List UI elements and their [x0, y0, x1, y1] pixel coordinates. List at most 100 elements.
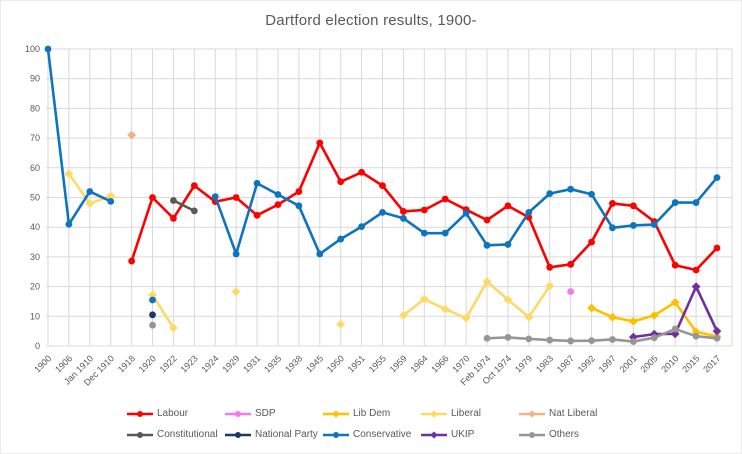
data-point — [44, 45, 52, 53]
x-tick-label: 1924 — [199, 353, 220, 374]
legend-label: Constitutional — [157, 429, 218, 440]
legend-label: Nat Liberal — [549, 408, 598, 419]
data-point — [504, 241, 512, 248]
data-point — [546, 336, 554, 344]
x-tick-label: 1992 — [576, 353, 597, 374]
data-point — [274, 201, 282, 209]
data-point — [440, 304, 450, 314]
series-conservative — [44, 45, 721, 304]
legend-item-nat-liberal: Nat Liberal — [518, 403, 616, 424]
data-point — [231, 287, 241, 297]
series-constitutional — [170, 197, 198, 215]
data-point — [149, 194, 156, 201]
data-point — [609, 200, 616, 207]
data-point — [691, 282, 701, 291]
data-point — [671, 199, 679, 206]
data-point — [149, 321, 156, 329]
data-point — [211, 198, 219, 206]
legend-marker-icon — [127, 431, 153, 438]
x-tick-label: Feb 1974 — [458, 353, 492, 387]
data-point — [64, 169, 74, 179]
data-point — [86, 188, 94, 195]
y-tick-label: 20 — [30, 282, 40, 292]
x-tick-label: 1966 — [429, 353, 450, 374]
data-point — [483, 216, 491, 224]
data-point — [524, 312, 534, 322]
data-point — [649, 311, 659, 320]
data-point — [628, 316, 638, 326]
series-sdp — [567, 288, 575, 296]
data-point — [337, 235, 345, 243]
legend-marker-icon — [225, 410, 251, 417]
data-point — [399, 311, 408, 320]
data-point — [127, 130, 137, 140]
legend-marker-icon — [421, 430, 447, 439]
legend-label: Liberal — [451, 408, 482, 419]
data-point — [670, 329, 680, 339]
y-tick-label: 50 — [30, 193, 40, 203]
legend-marker-icon — [127, 410, 153, 417]
data-point — [149, 311, 156, 319]
legend-label: SDP — [255, 408, 276, 419]
x-tick-label: 1935 — [262, 353, 283, 374]
x-tick-label: 2017 — [701, 353, 722, 374]
data-point — [525, 208, 533, 216]
x-tick-label: 1945 — [304, 353, 325, 374]
data-point — [609, 224, 616, 232]
data-point — [545, 281, 555, 291]
legend-item-sdp: SDP — [224, 403, 322, 424]
x-tick-label: Jan 1910 — [62, 353, 95, 386]
series-ukip — [628, 282, 722, 342]
x-tick-label: 2010 — [659, 353, 680, 374]
legend-marker-icon — [323, 409, 349, 418]
x-tick-label: Oct 1974 — [480, 353, 513, 386]
x-tick-label: 1955 — [367, 353, 388, 374]
data-point — [295, 202, 303, 210]
legend-marker-icon — [323, 431, 349, 438]
x-tick-label: 1979 — [513, 353, 534, 374]
x-tick-label: 1964 — [408, 353, 429, 374]
legend-item-ukip: UKIP — [420, 424, 518, 445]
series-others — [149, 321, 721, 345]
y-tick-label: 10 — [30, 311, 40, 321]
y-tick-label: 0 — [35, 341, 40, 351]
data-point — [232, 250, 240, 258]
data-point — [170, 197, 177, 204]
data-point — [628, 332, 638, 342]
data-point — [525, 335, 533, 343]
data-point — [629, 338, 637, 345]
gridlines — [46, 48, 733, 347]
legend-item-conservative: Conservative — [322, 424, 420, 445]
data-point — [462, 206, 470, 214]
data-point — [274, 191, 282, 198]
data-point — [483, 334, 491, 342]
data-point — [316, 139, 324, 147]
data-point — [671, 261, 679, 269]
data-point — [170, 214, 177, 222]
data-point — [419, 294, 429, 304]
x-tick-label: 1997 — [597, 353, 618, 374]
x-tick-label: 1906 — [53, 353, 74, 374]
data-point — [65, 220, 73, 228]
data-point — [85, 199, 95, 208]
series-lib-dem — [587, 297, 722, 341]
data-point — [691, 327, 701, 337]
data-point — [148, 290, 157, 300]
series-liberal — [64, 169, 555, 333]
data-point — [713, 334, 721, 342]
data-point — [670, 297, 680, 307]
data-point — [190, 182, 198, 190]
legend-label: National Party — [255, 429, 318, 440]
data-point — [358, 168, 365, 176]
data-point — [441, 195, 449, 203]
x-tick-label: 1959 — [388, 353, 409, 374]
x-tick-label: 2005 — [638, 353, 659, 374]
data-point — [525, 213, 533, 221]
data-point — [358, 223, 365, 231]
legend-item-others: Others — [518, 424, 616, 445]
legend-marker-icon — [225, 431, 251, 438]
series-nat-liberal — [127, 130, 137, 140]
data-point — [567, 288, 575, 296]
